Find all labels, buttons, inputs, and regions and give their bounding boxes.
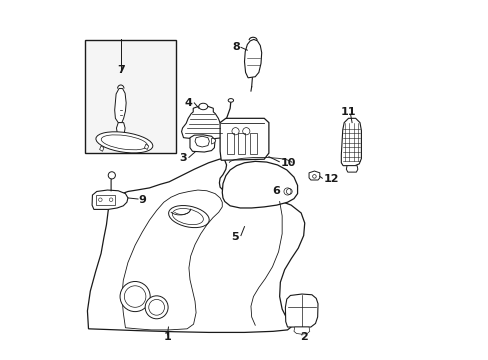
- Text: 2: 2: [299, 332, 307, 342]
- Text: 6: 6: [272, 186, 280, 197]
- Ellipse shape: [198, 103, 207, 110]
- Text: 10: 10: [280, 158, 295, 168]
- Ellipse shape: [168, 206, 209, 228]
- Bar: [85, 40, 176, 153]
- Circle shape: [120, 282, 150, 312]
- Text: 7: 7: [117, 65, 124, 75]
- Text: 4: 4: [184, 98, 192, 108]
- Polygon shape: [346, 166, 357, 172]
- Text: 5: 5: [231, 232, 239, 242]
- Text: 1: 1: [163, 332, 171, 342]
- Circle shape: [145, 296, 168, 319]
- Polygon shape: [122, 190, 222, 330]
- Ellipse shape: [228, 99, 233, 102]
- Polygon shape: [100, 146, 104, 151]
- Polygon shape: [293, 327, 309, 334]
- Polygon shape: [341, 118, 361, 166]
- Polygon shape: [220, 118, 268, 160]
- Text: 12: 12: [323, 174, 338, 184]
- Ellipse shape: [96, 132, 152, 153]
- Polygon shape: [116, 123, 125, 134]
- Polygon shape: [222, 161, 297, 208]
- Polygon shape: [211, 138, 215, 144]
- Circle shape: [108, 172, 115, 179]
- Polygon shape: [115, 89, 126, 123]
- Polygon shape: [285, 294, 317, 327]
- Polygon shape: [244, 40, 261, 78]
- Bar: [249, 133, 256, 154]
- Polygon shape: [92, 190, 128, 210]
- Bar: [226, 133, 233, 154]
- Polygon shape: [87, 158, 304, 332]
- Polygon shape: [181, 105, 224, 140]
- Text: 11: 11: [340, 107, 356, 117]
- Polygon shape: [308, 171, 319, 180]
- Polygon shape: [195, 136, 209, 147]
- Text: 3: 3: [179, 153, 187, 163]
- Text: 8: 8: [232, 42, 239, 52]
- Bar: [238, 133, 244, 154]
- Polygon shape: [190, 135, 215, 152]
- Text: 9: 9: [139, 195, 146, 205]
- Polygon shape: [144, 144, 148, 149]
- Bar: [96, 195, 115, 205]
